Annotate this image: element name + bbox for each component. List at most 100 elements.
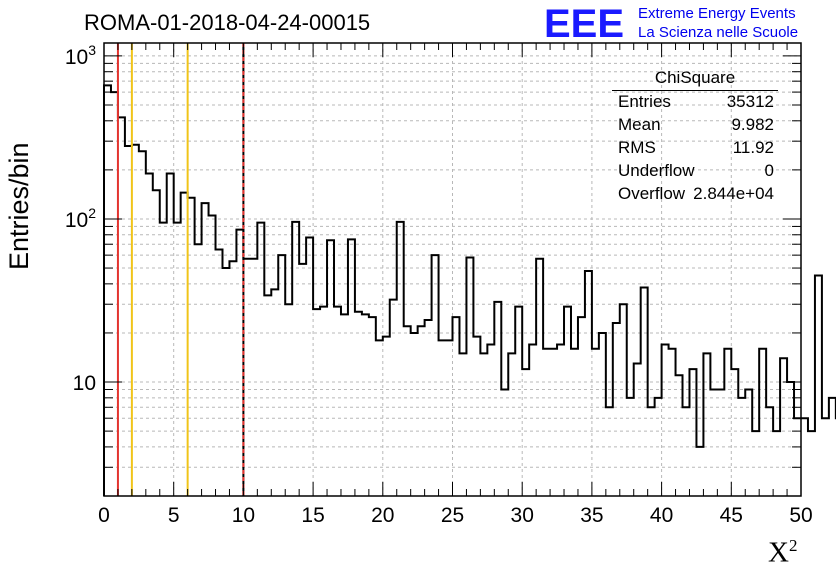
histogram-bin xyxy=(243,259,250,496)
histogram-bin xyxy=(620,304,627,496)
histogram-bin xyxy=(508,353,515,496)
histogram-bin xyxy=(202,203,209,496)
histogram-bin xyxy=(550,349,557,496)
histogram-bin xyxy=(271,289,278,496)
histogram-bin xyxy=(299,264,306,496)
histogram-bin xyxy=(822,418,829,496)
histogram-outline xyxy=(103,84,836,496)
x-tick-label: 25 xyxy=(441,504,464,527)
x-axis-label-base: X xyxy=(768,536,789,569)
x-tick-label: 10 xyxy=(232,504,255,527)
histogram-bin xyxy=(578,317,585,496)
eee-logo: EEE xyxy=(544,2,625,46)
histogram-bin xyxy=(320,307,327,496)
stats-row-underflow: Underflow 0 xyxy=(618,161,774,183)
histogram-bin xyxy=(376,340,383,496)
histogram-bin xyxy=(118,117,125,496)
histogram-bin xyxy=(752,431,759,496)
histogram-bin xyxy=(439,340,446,496)
histogram-bin xyxy=(446,340,453,496)
histogram-bin xyxy=(745,389,752,496)
histogram-bin xyxy=(418,326,425,496)
histogram-bin xyxy=(160,223,167,496)
stats-row-rms: RMS 11.92 xyxy=(618,138,774,160)
x-tick-label: 30 xyxy=(511,504,534,527)
histogram-bin xyxy=(710,389,717,496)
histogram-bin xyxy=(557,344,564,496)
histogram-bin xyxy=(731,369,738,496)
histogram-bin xyxy=(780,358,787,496)
stats-title: ChiSquare xyxy=(654,68,736,87)
histogram-bin xyxy=(167,174,174,496)
histogram-bin xyxy=(111,92,118,496)
histogram-bin xyxy=(313,309,320,496)
y-tick-label: 102 xyxy=(65,205,96,232)
histogram-bin xyxy=(153,190,160,496)
stats-row-entries: Entries 35312 xyxy=(618,92,774,114)
histogram-bin xyxy=(397,222,404,496)
histogram-bin xyxy=(132,145,139,496)
histogram-bin xyxy=(599,333,606,496)
histogram-bin xyxy=(801,418,808,496)
histogram-bin xyxy=(683,407,690,496)
histogram-bin xyxy=(222,268,229,496)
histogram-bin xyxy=(390,300,397,496)
histogram-bin xyxy=(669,349,676,496)
histogram-bin xyxy=(515,307,522,496)
histogram-bin xyxy=(815,276,822,496)
x-tick-label: 45 xyxy=(720,504,743,527)
histogram-bin xyxy=(125,146,132,496)
histogram-bin xyxy=(348,239,355,496)
histogram-bin xyxy=(606,407,613,496)
stats-separator xyxy=(612,90,778,91)
histogram-bin xyxy=(306,237,313,496)
histogram-bin xyxy=(257,223,264,496)
histogram-bin xyxy=(139,151,146,496)
histogram-bin xyxy=(188,198,195,496)
histogram-bin xyxy=(655,398,662,496)
stats-value: 9.982 xyxy=(731,115,774,134)
histogram-bin xyxy=(411,333,418,496)
histogram-bin xyxy=(808,431,815,496)
histogram-bin xyxy=(676,375,683,496)
histogram-bin xyxy=(229,261,236,496)
stats-box: ChiSquare Entries 35312 Mean 9.982 RMS 1… xyxy=(612,68,778,208)
histogram-bin xyxy=(209,216,216,496)
x-tick-label: 40 xyxy=(650,504,673,527)
histogram-bin xyxy=(536,259,543,496)
x-tick-label: 20 xyxy=(371,504,394,527)
histogram-bin xyxy=(613,323,620,496)
histogram-bin xyxy=(327,240,334,496)
histogram-bin xyxy=(473,337,480,496)
histogram-bin xyxy=(717,389,724,496)
histogram-bin xyxy=(522,369,529,496)
histogram-bin xyxy=(487,344,494,496)
histogram-bin xyxy=(703,353,710,496)
y-tick-label: 103 xyxy=(65,42,96,69)
histogram-bin xyxy=(724,349,731,496)
histogram-bin xyxy=(585,271,592,496)
histogram-bin xyxy=(355,312,362,496)
histogram-bin xyxy=(383,337,390,496)
x-tick-label: 50 xyxy=(789,504,812,527)
stats-label: Entries xyxy=(618,92,671,111)
histogram-bin xyxy=(236,230,243,496)
x-tick-label: 0 xyxy=(98,504,110,527)
histogram-bin xyxy=(766,407,773,496)
histogram-bin xyxy=(592,349,599,496)
histogram-bin xyxy=(174,223,181,496)
stats-value: 0 xyxy=(764,161,774,180)
histogram-bin xyxy=(146,174,153,496)
histogram-bin xyxy=(278,255,285,496)
histogram-bin xyxy=(501,389,508,496)
stats-label: Mean xyxy=(618,115,661,134)
histogram-bin xyxy=(404,326,411,496)
histogram-bin xyxy=(787,382,794,496)
x-tick-label: 15 xyxy=(301,504,324,527)
histogram-bin xyxy=(829,398,836,496)
histogram-bin xyxy=(292,222,299,496)
histogram-bin xyxy=(738,398,745,496)
histogram-bin xyxy=(759,349,766,496)
stats-value: 2.844e+04 xyxy=(693,184,774,203)
